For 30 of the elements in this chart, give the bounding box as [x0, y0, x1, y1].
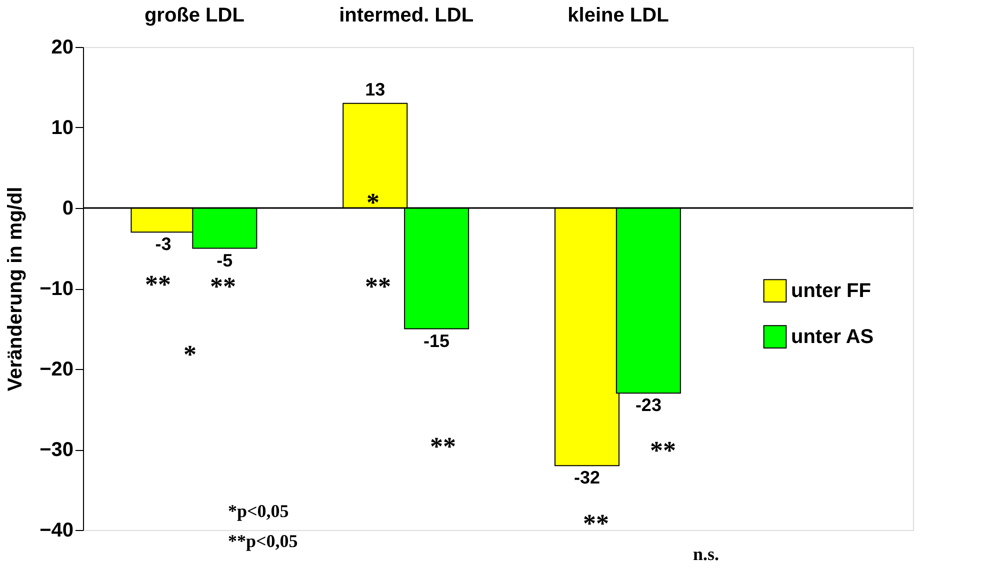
x-tick-label: große LDL [144, 4, 244, 26]
annotation: * [184, 340, 196, 369]
annotation: ** [430, 432, 456, 461]
y-tick-label: 20 [51, 36, 74, 58]
text: n.s. [693, 544, 720, 564]
y-tick-label: −40 [40, 520, 74, 542]
data-label: -15 [424, 330, 450, 351]
data-label: 13 [365, 79, 386, 100]
x-tick-label: kleine LDL [568, 4, 669, 26]
y-tick-label: 10 [51, 117, 74, 139]
annotation: *p<0,05 [228, 501, 289, 521]
annotation: * [366, 188, 380, 217]
data-label: -23 [635, 395, 662, 416]
data-label: -32 [574, 468, 600, 488]
annotation: ** [145, 270, 171, 299]
annotation: ** [365, 272, 391, 301]
annotation: ** [583, 509, 609, 538]
annotation: ** [650, 436, 676, 465]
y-tick-label: −30 [40, 439, 74, 461]
data-label: -3 [155, 234, 172, 254]
text: **p<0,05 [228, 531, 298, 551]
y-tick-label: −20 [40, 358, 74, 380]
legend-label: unter AS [791, 326, 874, 348]
annotation: ** [210, 272, 236, 301]
y-tick-label: 0 [62, 198, 74, 220]
x-tick-label: intermed. LDL [339, 4, 474, 26]
y-axis-title: Veränderung in mg/dl [4, 186, 27, 392]
data-label: -5 [216, 250, 233, 270]
y-tick-label: −10 [40, 278, 74, 300]
legend-label: unter FF [791, 280, 871, 302]
